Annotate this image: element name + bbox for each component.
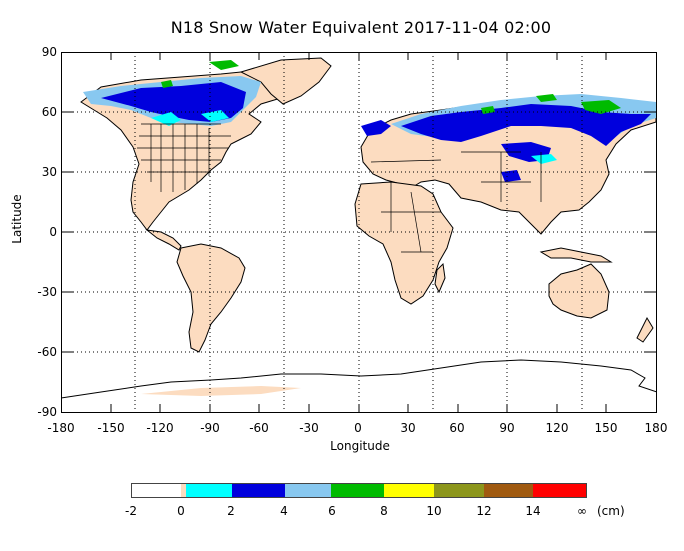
x-tick: 60	[449, 421, 465, 435]
tick-marks	[61, 52, 656, 412]
colorbar-tick: 8	[380, 504, 388, 518]
y-tick: -90	[37, 405, 57, 419]
y-tick: 30	[41, 165, 57, 179]
colorbar	[131, 483, 587, 498]
colorbar-segment	[132, 484, 181, 497]
x-tick: -30	[299, 421, 319, 435]
land-layer	[61, 57, 657, 413]
y-tick: -60	[37, 345, 57, 359]
colorbar-tick: -2	[125, 504, 137, 518]
snow-layer	[83, 60, 656, 182]
x-tick: 30	[400, 421, 416, 435]
colorbar-segment	[232, 484, 285, 497]
colorbar-segment	[331, 484, 384, 497]
colorbar-tick: 4	[280, 504, 288, 518]
plot-frame	[61, 52, 657, 413]
gridlines	[61, 52, 656, 412]
x-tick: 180	[644, 421, 668, 435]
x-tick: -180	[47, 421, 75, 435]
colorbar-segment	[186, 484, 232, 497]
colorbar-segment	[384, 484, 434, 497]
colorbar-tick: 10	[426, 504, 442, 518]
colorbar-tick: 0	[177, 504, 185, 518]
colorbar-unit: (cm)	[597, 504, 625, 518]
x-tick: -150	[97, 421, 125, 435]
map-plot	[61, 52, 657, 413]
chart-title: N18 Snow Water Equivalent 2017-11-04 02:…	[170, 18, 552, 37]
colorbar-tick: ∞	[577, 504, 587, 518]
x-tick: 0	[354, 421, 362, 435]
colorbar-segment	[285, 484, 331, 497]
colorbar-segment	[434, 484, 484, 497]
x-tick: 150	[594, 421, 618, 435]
colorbar-tick: 12	[476, 504, 492, 518]
colorbar-tick: 6	[328, 504, 336, 518]
colorbar-tick: 2	[227, 504, 235, 518]
x-tick: 90	[499, 421, 515, 435]
colorbar-segment	[533, 484, 586, 497]
y-tick: 90	[41, 45, 57, 59]
x-tick: -60	[249, 421, 269, 435]
x-tick: -90	[200, 421, 220, 435]
x-tick: 120	[545, 421, 569, 435]
colorbar-segment	[181, 484, 186, 497]
colorbar-segment	[484, 484, 533, 497]
x-tick: -120	[146, 421, 174, 435]
colorbar-tick: 14	[525, 504, 541, 518]
x-axis-label: Longitude	[330, 439, 390, 453]
y-tick: 60	[41, 105, 57, 119]
y-tick: -30	[37, 285, 57, 299]
y-axis-label: Latitude	[10, 194, 24, 244]
y-tick: 0	[49, 225, 57, 239]
political-boundaries	[137, 123, 542, 253]
